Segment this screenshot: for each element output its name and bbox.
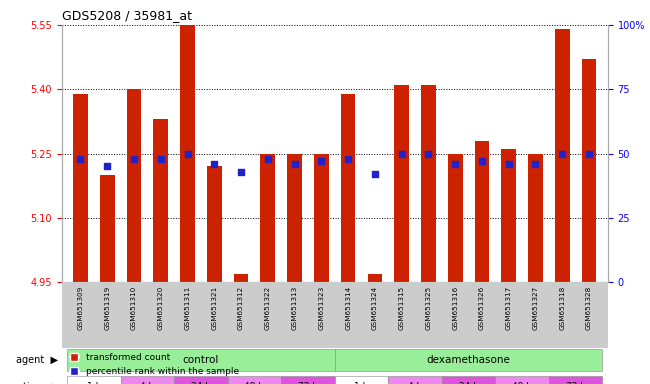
- Bar: [549, 376, 603, 384]
- Bar: [335, 376, 388, 384]
- Bar: [582, 59, 597, 282]
- Text: 1 h: 1 h: [86, 382, 101, 384]
- Text: 1 h: 1 h: [354, 382, 369, 384]
- Text: control: control: [183, 355, 219, 365]
- Text: GSM651325: GSM651325: [426, 286, 432, 330]
- Bar: [180, 25, 195, 282]
- Text: GSM651326: GSM651326: [479, 286, 485, 330]
- Text: GSM651328: GSM651328: [586, 286, 592, 330]
- Bar: [73, 94, 88, 282]
- Point: [209, 161, 220, 167]
- Bar: [67, 376, 121, 384]
- Point: [530, 161, 541, 167]
- Bar: [234, 274, 248, 282]
- Point: [129, 156, 139, 162]
- Bar: [174, 376, 228, 384]
- Bar: [261, 154, 275, 282]
- Text: GSM651327: GSM651327: [532, 286, 538, 330]
- Text: 4 h: 4 h: [408, 382, 422, 384]
- Text: agent  ▶: agent ▶: [16, 355, 58, 365]
- Text: GSM651324: GSM651324: [372, 286, 378, 330]
- Point: [155, 156, 166, 162]
- Point: [343, 156, 354, 162]
- Point: [236, 169, 246, 175]
- Point: [450, 161, 460, 167]
- Legend: transformed count, percentile rank within the sample: transformed count, percentile rank withi…: [66, 350, 243, 379]
- Point: [289, 161, 300, 167]
- Text: GSM651319: GSM651319: [104, 286, 110, 330]
- Text: 72 h: 72 h: [566, 382, 586, 384]
- Bar: [341, 94, 356, 282]
- Text: 4 h: 4 h: [140, 382, 155, 384]
- Bar: [421, 85, 436, 282]
- Text: GSM651315: GSM651315: [398, 286, 405, 330]
- Bar: [388, 376, 442, 384]
- Text: GSM651310: GSM651310: [131, 286, 137, 330]
- Bar: [495, 376, 549, 384]
- Text: GSM651309: GSM651309: [77, 286, 83, 330]
- Point: [263, 156, 273, 162]
- Bar: [448, 154, 463, 282]
- Text: GSM651311: GSM651311: [185, 286, 190, 330]
- Text: 48 h: 48 h: [244, 382, 265, 384]
- Bar: [153, 119, 168, 282]
- Point: [183, 151, 193, 157]
- Bar: [555, 29, 569, 282]
- Bar: [127, 89, 142, 282]
- Bar: [121, 376, 174, 384]
- Text: GSM651316: GSM651316: [452, 286, 458, 330]
- Point: [504, 161, 514, 167]
- Bar: [100, 175, 114, 282]
- Point: [584, 151, 594, 157]
- Text: 24 h: 24 h: [459, 382, 478, 384]
- Text: time  ▶: time ▶: [23, 382, 58, 384]
- Bar: [281, 376, 335, 384]
- Text: 48 h: 48 h: [512, 382, 532, 384]
- Bar: [474, 141, 489, 282]
- Bar: [335, 349, 603, 371]
- Text: GSM651321: GSM651321: [211, 286, 217, 330]
- Text: GSM651318: GSM651318: [559, 286, 566, 330]
- Text: GSM651314: GSM651314: [345, 286, 351, 330]
- Bar: [442, 376, 495, 384]
- Point: [370, 171, 380, 177]
- Bar: [227, 376, 281, 384]
- Point: [423, 151, 434, 157]
- Point: [396, 151, 407, 157]
- Text: GSM651317: GSM651317: [506, 286, 512, 330]
- Text: GSM651322: GSM651322: [265, 286, 271, 330]
- Text: dexamethasone: dexamethasone: [426, 355, 510, 365]
- Text: 72 h: 72 h: [298, 382, 318, 384]
- Text: GSM651313: GSM651313: [292, 286, 298, 330]
- Text: GSM651320: GSM651320: [158, 286, 164, 330]
- Text: GDS5208 / 35981_at: GDS5208 / 35981_at: [62, 9, 192, 22]
- Point: [316, 158, 326, 164]
- Bar: [67, 349, 335, 371]
- Point: [476, 158, 487, 164]
- Bar: [501, 149, 516, 282]
- Point: [75, 156, 86, 162]
- Bar: [367, 274, 382, 282]
- Point: [557, 151, 567, 157]
- Bar: [207, 167, 222, 282]
- Bar: [314, 154, 329, 282]
- Bar: [287, 154, 302, 282]
- Point: [102, 164, 112, 170]
- Bar: [395, 85, 409, 282]
- Text: 24 h: 24 h: [191, 382, 211, 384]
- Text: GSM651312: GSM651312: [238, 286, 244, 330]
- Text: GSM651323: GSM651323: [318, 286, 324, 330]
- Bar: [528, 154, 543, 282]
